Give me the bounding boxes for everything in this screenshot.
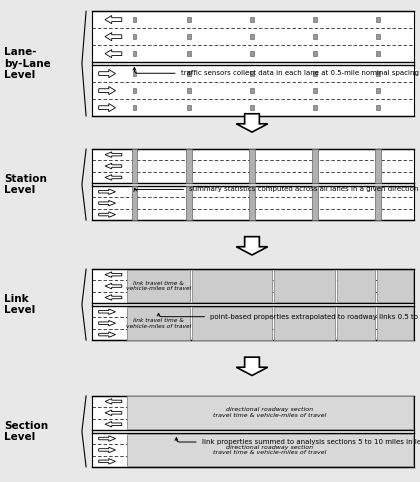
Bar — [192, 307, 273, 339]
FancyArrow shape — [105, 174, 122, 180]
Bar — [187, 17, 191, 22]
Bar — [312, 186, 318, 220]
Polygon shape — [236, 237, 268, 255]
Bar — [92, 269, 414, 340]
FancyArrow shape — [99, 309, 116, 315]
Bar — [274, 307, 336, 339]
Bar — [376, 88, 380, 93]
Bar — [92, 396, 414, 467]
Bar — [250, 71, 254, 76]
FancyArrow shape — [99, 189, 116, 195]
Bar — [92, 11, 414, 116]
Bar — [376, 71, 380, 76]
Bar — [376, 270, 413, 303]
Bar — [186, 186, 192, 220]
FancyArrow shape — [105, 272, 122, 278]
Polygon shape — [236, 114, 268, 132]
FancyArrow shape — [105, 50, 122, 58]
Text: traffic sensors collect data in each lane at 0.5-mile nominal spacing: traffic sensors collect data in each lan… — [133, 67, 418, 76]
Bar — [187, 34, 191, 39]
Bar — [337, 270, 375, 303]
Bar — [376, 307, 413, 339]
Bar — [127, 307, 191, 339]
Text: point-based properties extrapolated to roadway links 0.5 to 3 miles in length: point-based properties extrapolated to r… — [157, 313, 420, 320]
FancyArrow shape — [99, 212, 116, 217]
Bar — [250, 106, 254, 110]
Bar — [375, 186, 381, 220]
Bar — [313, 106, 317, 110]
Bar — [187, 71, 191, 76]
Bar — [192, 270, 273, 303]
FancyArrow shape — [99, 436, 116, 442]
Bar — [250, 34, 254, 39]
Text: Section
Level: Section Level — [4, 421, 48, 442]
Bar — [313, 52, 317, 56]
Bar — [127, 270, 191, 303]
FancyArrow shape — [105, 399, 122, 404]
FancyArrow shape — [105, 163, 122, 169]
FancyArrow shape — [99, 458, 116, 464]
Bar — [376, 34, 380, 39]
Bar — [313, 71, 317, 76]
FancyArrow shape — [99, 87, 116, 94]
Text: summary statistics computed across all lanes in a given direction: summary statistics computed across all l… — [134, 187, 418, 192]
Bar — [133, 52, 136, 56]
Text: directional roadway section
travel time & vehicle-miles of travel: directional roadway section travel time … — [213, 444, 326, 455]
Bar — [250, 17, 254, 22]
Bar — [132, 186, 137, 220]
Text: Station
Level: Station Level — [4, 174, 47, 195]
Bar — [313, 88, 317, 93]
FancyArrow shape — [99, 69, 116, 78]
Bar — [127, 434, 413, 467]
FancyArrow shape — [105, 152, 122, 158]
Bar — [127, 396, 413, 429]
FancyArrow shape — [99, 201, 116, 206]
Bar — [313, 34, 317, 39]
Bar — [274, 270, 336, 303]
Text: directional roadway section
travel time & vehicle-miles of travel: directional roadway section travel time … — [213, 407, 326, 418]
FancyArrow shape — [105, 15, 122, 24]
Bar — [376, 106, 380, 110]
Bar — [250, 52, 254, 56]
FancyArrow shape — [99, 321, 116, 326]
Bar — [133, 34, 136, 39]
Bar — [337, 307, 375, 339]
FancyArrow shape — [99, 104, 116, 112]
Text: Lane-
by-Lane
Level: Lane- by-Lane Level — [4, 47, 51, 80]
FancyArrow shape — [99, 332, 116, 337]
Bar — [187, 88, 191, 93]
FancyArrow shape — [99, 447, 116, 453]
Bar — [249, 186, 255, 220]
FancyArrow shape — [105, 283, 122, 289]
Bar — [250, 88, 254, 93]
Bar — [133, 71, 136, 76]
Polygon shape — [236, 357, 268, 375]
FancyArrow shape — [105, 33, 122, 40]
Bar — [187, 106, 191, 110]
Bar — [186, 149, 192, 183]
Bar — [92, 149, 414, 220]
FancyArrow shape — [105, 421, 122, 427]
Bar — [132, 149, 137, 183]
Bar — [133, 88, 136, 93]
Bar — [376, 52, 380, 56]
Text: Link
Level: Link Level — [4, 294, 35, 315]
Bar — [312, 149, 318, 183]
Bar — [187, 52, 191, 56]
FancyArrow shape — [105, 295, 122, 300]
Bar — [376, 17, 380, 22]
Bar — [249, 149, 255, 183]
Text: link travel time &
vehicle-miles of travel: link travel time & vehicle-miles of trav… — [126, 281, 191, 292]
FancyArrow shape — [105, 410, 122, 415]
Bar — [375, 149, 381, 183]
Bar — [313, 17, 317, 22]
Text: link properties summed to analysis sections 5 to 10 miles in length: link properties summed to analysis secti… — [175, 438, 420, 445]
Bar — [133, 17, 136, 22]
Text: link travel time &
vehicle-miles of travel: link travel time & vehicle-miles of trav… — [126, 318, 191, 329]
Bar — [133, 106, 136, 110]
